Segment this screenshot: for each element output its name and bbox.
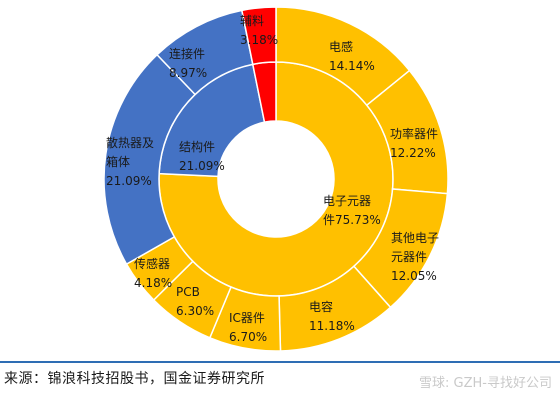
source-divider <box>0 361 560 363</box>
outer-label-6: 传感器 4.18% <box>134 256 172 290</box>
inner-label-1: 结构件 21.09% <box>179 139 225 173</box>
sunburst-chart: 电感 14.14% 功率器件 12.22% 其他电子元器件 12.05% 电容 11.18% I… <box>103 6 449 352</box>
outer-ring <box>103 6 449 352</box>
outer-label-2: 其他电子元器件 12.05% <box>391 231 439 283</box>
outer-segment-9 <box>240 6 277 66</box>
outer-label-8: 连接件 8.97% <box>169 46 207 80</box>
outer-label-0: 电感 14.14% <box>329 39 375 73</box>
outer-label-3: 电容 11.18% <box>309 299 355 333</box>
inner-ring <box>158 61 394 297</box>
outer-label-4: IC器件 6.70% <box>229 311 267 344</box>
segment-labels: 电感 14.14% 功率器件 12.22% 其他电子元器件 12.05% 电容 11.18% I… <box>106 14 439 344</box>
outer-label-1: 功率器件 12.22% <box>390 126 438 160</box>
inner-label-0: 电子元器件75.73% <box>323 194 381 227</box>
outer-label-7: 散热器及箱体 21.09% <box>106 135 154 188</box>
source-note: 来源：锦浪科技招股书，国金证券研究所 <box>4 371 265 387</box>
watermark: 雪球: GZH-寻找好公司 <box>419 376 552 391</box>
outer-label-9: 辅料 3.18% <box>240 14 278 47</box>
outer-label-5: PCB 6.30% <box>176 285 214 318</box>
